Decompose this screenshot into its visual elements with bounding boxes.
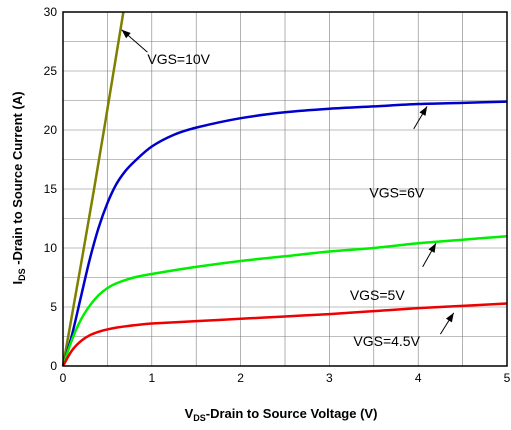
annotations: VGS=10V VGS=6V VGS=5V VGS=4.5V bbox=[121, 29, 455, 349]
grid bbox=[63, 12, 507, 366]
series-line-vgs-10 bbox=[61, 11, 125, 367]
series-line-vgs-6 bbox=[61, 100, 508, 367]
x-axis-label: VDS-Drain to Source Voltage (V) bbox=[185, 406, 378, 423]
y-tick-label: 5 bbox=[50, 300, 57, 314]
x-tick-label: 2 bbox=[237, 371, 244, 385]
tick-labels: 0 1 2 3 4 5 0 5 10 15 20 25 30 bbox=[44, 5, 511, 385]
y-tick-label: 10 bbox=[44, 241, 58, 255]
x-tick-label: 4 bbox=[415, 371, 422, 385]
annotation-label: VGS=6V bbox=[369, 184, 425, 200]
annotation-arrowhead bbox=[419, 106, 428, 116]
y-tick-label: 25 bbox=[44, 64, 58, 78]
annotation-arrowhead bbox=[428, 243, 436, 253]
y-tick-label: 15 bbox=[44, 182, 58, 196]
annotation-label: VGS=10V bbox=[147, 51, 210, 67]
y-tick-label: 30 bbox=[44, 5, 58, 19]
y-axis-label: IDS -Drain to Source Current (A) bbox=[10, 91, 27, 284]
x-tick-label: 1 bbox=[148, 371, 155, 385]
x-tick-label: 3 bbox=[326, 371, 333, 385]
annotation-label: VGS=5V bbox=[350, 287, 406, 303]
x-tick-label: 5 bbox=[504, 371, 511, 385]
series-line-vgs-4-5 bbox=[61, 302, 508, 367]
annotation-label: VGS=4.5V bbox=[353, 333, 420, 349]
y-tick-label: 0 bbox=[50, 359, 57, 373]
series-lines bbox=[61, 11, 508, 367]
plot-frame bbox=[62, 11, 508, 367]
annotation-arrowhead bbox=[121, 29, 131, 39]
series-line-vgs-5 bbox=[61, 234, 508, 367]
x-tick-label: 0 bbox=[60, 371, 67, 385]
y-tick-label: 20 bbox=[44, 123, 58, 137]
annotation-arrowhead bbox=[445, 312, 454, 323]
